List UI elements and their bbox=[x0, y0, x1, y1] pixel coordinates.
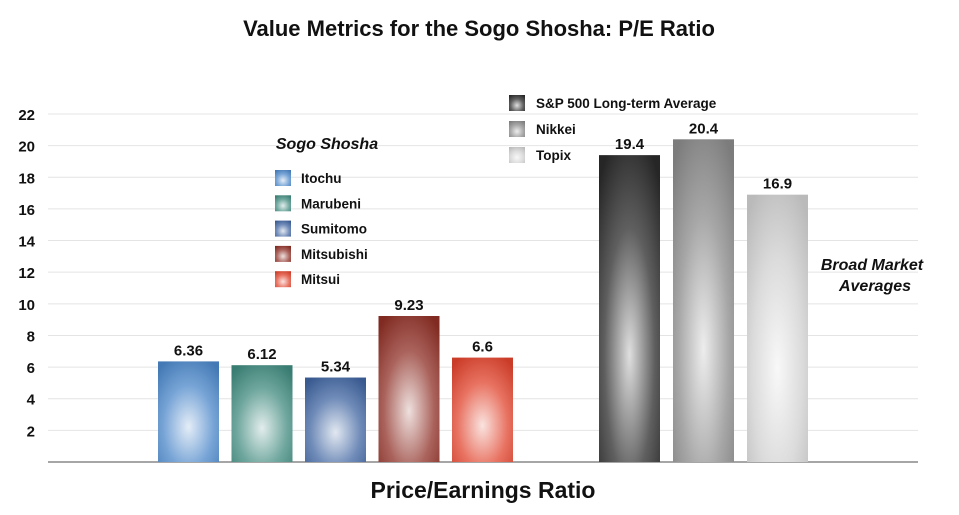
bar-topix bbox=[747, 194, 808, 462]
legend-swatch-itochu bbox=[275, 170, 291, 186]
y-tick-label: 6 bbox=[27, 360, 35, 377]
y-tick-label: 2 bbox=[27, 423, 35, 440]
legend-swatch-mitsui bbox=[275, 271, 291, 288]
legend-label-s-p-500-long-term-average: S&P 500 Long-term Average bbox=[536, 96, 717, 111]
legend-swatch-marubeni bbox=[275, 195, 291, 212]
legend-swatch-sumitomo bbox=[275, 220, 291, 237]
group-title-broad-market-line1: Broad Market bbox=[821, 257, 924, 274]
data-label-marubeni: 6.12 bbox=[247, 346, 276, 363]
bar-mitsui bbox=[452, 357, 513, 462]
legend-swatch-nikkei bbox=[509, 121, 525, 137]
data-label-sumitomo: 5.34 bbox=[321, 359, 351, 376]
bar-nikkei bbox=[673, 139, 734, 463]
y-tick-label: 10 bbox=[18, 297, 35, 314]
legend-swatch-topix bbox=[509, 147, 525, 163]
y-tick-label: 20 bbox=[18, 139, 35, 156]
legend-label-topix: Topix bbox=[536, 148, 571, 163]
bar-s-p-500-long-term-average bbox=[599, 155, 660, 463]
bar-mitsubishi bbox=[378, 315, 440, 462]
legend-label-nikkei: Nikkei bbox=[536, 122, 576, 137]
legends: Itochu Marubeni Sumitomo Mitsubishi Mitsui S&… bbox=[275, 95, 717, 288]
y-tick-label: 16 bbox=[18, 202, 35, 219]
x-axis-label: Price/Earnings Ratio bbox=[371, 477, 596, 503]
bar-marubeni bbox=[231, 365, 293, 462]
legend-swatch-mitsubishi bbox=[275, 245, 291, 262]
group-title-broad-market-line2: Averages bbox=[838, 278, 911, 295]
legend-label-mitsui: Mitsui bbox=[301, 272, 340, 287]
legend-label-mitsubishi: Mitsubishi bbox=[301, 247, 368, 262]
data-label-mitsui: 6.6 bbox=[472, 339, 493, 356]
y-tick-label: 14 bbox=[18, 234, 35, 251]
y-tick-label: 8 bbox=[27, 328, 35, 345]
bar-sumitomo bbox=[305, 377, 366, 462]
y-tick-label: 4 bbox=[27, 392, 36, 409]
data-label-mitsubishi: 9.23 bbox=[394, 297, 423, 314]
bars: 6.36 6.12 5.34 9.23 6.6 19.4 20.4 16.9 bbox=[158, 120, 808, 463]
data-label-s-p-500-long-term-average: 19.4 bbox=[615, 136, 645, 153]
group-title-sogo-shosha: Sogo Shosha bbox=[276, 136, 378, 153]
legend-label-itochu: Itochu bbox=[301, 171, 342, 186]
y-axis-ticks: 2 4 6 8 10 12 14 16 18 20 22 bbox=[18, 107, 35, 440]
legend-label-sumitomo: Sumitomo bbox=[301, 222, 367, 237]
y-tick-label: 18 bbox=[18, 170, 35, 187]
data-label-itochu: 6.36 bbox=[174, 342, 203, 359]
data-label-topix: 16.9 bbox=[763, 176, 792, 193]
bar-itochu bbox=[158, 361, 219, 462]
chart-title: Value Metrics for the Sogo Shosha: P/E R… bbox=[243, 16, 715, 41]
y-tick-label: 22 bbox=[18, 107, 35, 124]
legend-label-marubeni: Marubeni bbox=[301, 196, 361, 211]
legend-swatch-s-p-500-long-term-average bbox=[509, 95, 525, 111]
data-label-nikkei: 20.4 bbox=[689, 120, 719, 137]
y-tick-label: 12 bbox=[18, 265, 35, 282]
